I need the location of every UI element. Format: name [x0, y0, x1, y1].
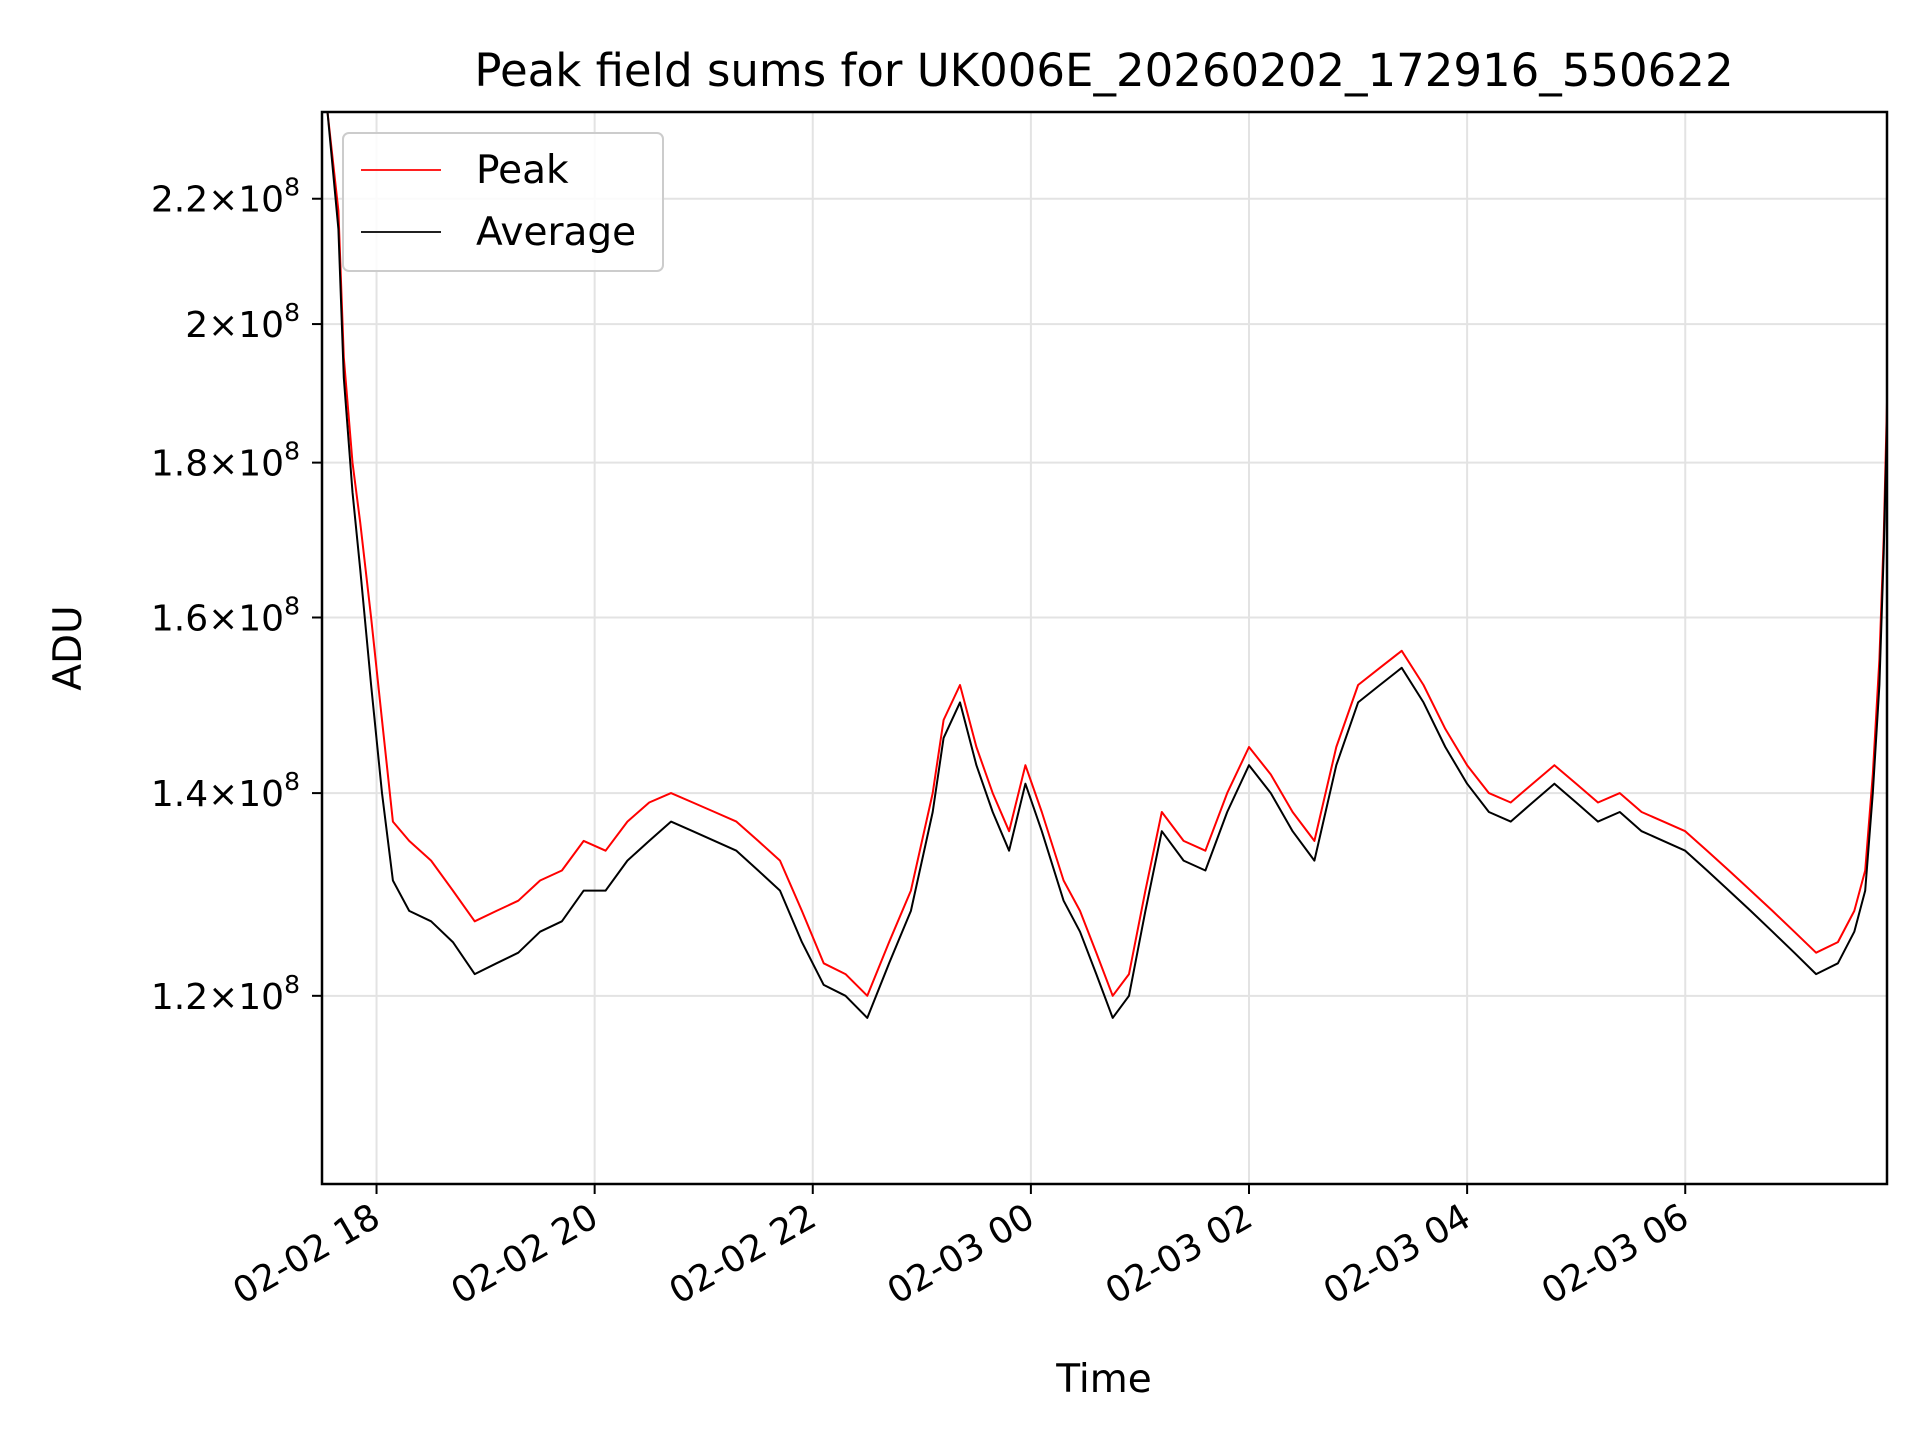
y-tick-exponent: 8: [284, 298, 300, 327]
plot-frame: [320, 110, 1889, 1186]
y-tick-label: 2×108: [185, 298, 300, 346]
y-tick-label: 2.2×108: [151, 173, 300, 221]
chart-title: Peak field sums for UK006E_20260202_1729…: [474, 44, 1733, 97]
y-tick-label: 1.2×108: [151, 970, 300, 1018]
y-tick-mantissa: 1.8: [151, 444, 208, 485]
series-line-peak: [326, 112, 1887, 997]
legend: Peak Average: [342, 132, 664, 272]
legend-label-average: Average: [476, 210, 636, 255]
y-tick-exponent: 8: [284, 173, 300, 202]
y-tick-exponent: 8: [284, 970, 300, 999]
y-tick-label: 1.8×108: [151, 437, 300, 485]
y-tick-label: 1.4×108: [151, 767, 300, 815]
y-tick-times: ×10: [208, 774, 284, 815]
y-tick-times: ×10: [208, 305, 284, 346]
y-tick-times: ×10: [208, 599, 284, 640]
y-tick-mantissa: 1.4: [151, 774, 208, 815]
y-tick-exponent: 8: [284, 592, 300, 621]
legend-box: [342, 132, 664, 272]
y-tick-mantissa: 2.2: [151, 180, 208, 221]
grid-layer: [322, 112, 1887, 1184]
y-axis-label: ADU: [46, 605, 91, 690]
series-line-average: [326, 112, 1887, 1019]
y-tick-exponent: 8: [284, 767, 300, 796]
y-tick-label: 1.6×108: [151, 592, 300, 640]
series-layer: [326, 112, 1887, 1019]
y-tick-mantissa: 1.6: [151, 599, 208, 640]
y-tick-mantissa: 1.2: [151, 977, 208, 1018]
x-axis-label: Time: [1055, 1357, 1151, 1402]
y-tick-times: ×10: [208, 180, 284, 221]
legend-label-peak: Peak: [476, 148, 569, 193]
y-tick-exponent: 8: [284, 437, 300, 466]
y-tick-times: ×10: [208, 444, 284, 485]
y-tick-times: ×10: [208, 977, 284, 1018]
y-tick-mantissa: 2: [185, 305, 208, 346]
